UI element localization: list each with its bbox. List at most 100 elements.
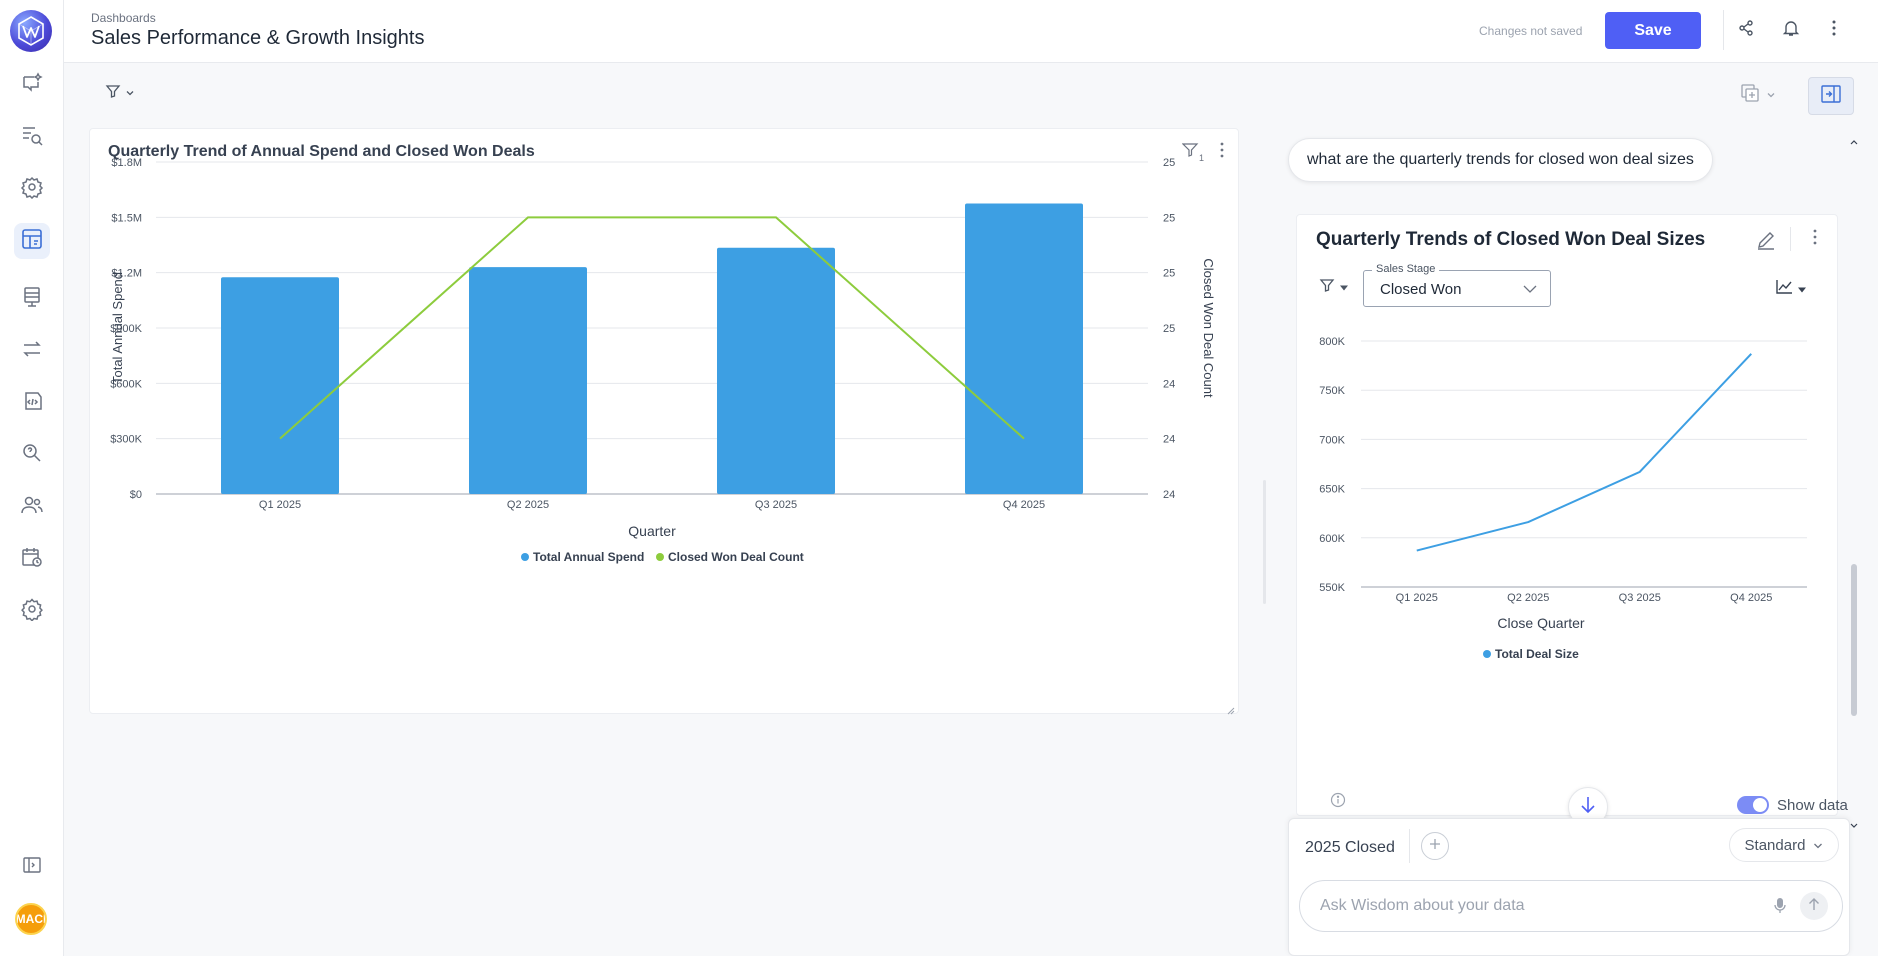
y2-tick-label: 25 <box>1163 268 1175 280</box>
question-search-icon <box>20 441 44 470</box>
context-chip[interactable]: 2025 Closed <box>1305 839 1395 856</box>
breadcrumb[interactable]: Dashboards <box>91 11 156 25</box>
x-tick-label: Q3 2025 <box>1619 592 1661 604</box>
calendar-clock-icon <box>20 545 44 574</box>
nav-data-table[interactable] <box>14 281 50 317</box>
page-title: Sales Performance & Growth Insights <box>91 27 425 49</box>
nav-settings-cog[interactable] <box>14 171 50 207</box>
legend-swatch <box>1483 650 1491 658</box>
y-tick-label: 800K <box>1319 336 1345 348</box>
bell-icon <box>1782 19 1800 42</box>
line-closed-won-deal-count <box>279 216 1025 440</box>
nav-dashboards[interactable] <box>14 223 50 259</box>
chart-filter-indicator[interactable]: 1 <box>1181 142 1205 163</box>
answer-filter-button[interactable] <box>1319 277 1349 298</box>
share-button[interactable] <box>1732 16 1760 44</box>
panel-scrollbar[interactable] <box>1850 138 1858 918</box>
chart-menu-button[interactable] <box>1214 141 1230 163</box>
legend-label: Total Deal Size <box>1495 647 1579 661</box>
users-icon <box>20 493 44 522</box>
data-table-icon <box>20 285 44 314</box>
left-nav-rail: MACI <box>0 0 64 956</box>
y2-tick-label: 24 <box>1163 378 1175 390</box>
notifications-button[interactable] <box>1777 16 1805 44</box>
nav-users[interactable] <box>14 489 50 525</box>
line-chart-icon <box>1775 279 1793 300</box>
dashboard-filter-button[interactable] <box>105 83 135 104</box>
save-button[interactable]: Save <box>1605 12 1701 49</box>
header-divider <box>1723 10 1724 50</box>
legend-label: Total Annual Spend <box>533 550 644 564</box>
sidebar-expand-icon <box>22 855 42 880</box>
ask-composer: 2025 Closed Standard <box>1288 818 1850 956</box>
more-vertical-icon <box>1813 229 1817 251</box>
nav-transfer[interactable] <box>14 333 50 369</box>
panel-resize-divider[interactable] <box>1263 480 1266 604</box>
page-header: Dashboards Sales Performance & Growth In… <box>64 0 1878 63</box>
microphone-icon[interactable] <box>1773 897 1787 920</box>
chart-type-button[interactable] <box>1775 279 1807 300</box>
show-data-toggle[interactable]: Show data <box>1737 796 1848 814</box>
wisdom-side-panel: what are the quarterly trends for closed… <box>1268 120 1878 956</box>
y-tick-label: $900K <box>110 323 142 335</box>
more-options-button[interactable] <box>1820 16 1848 44</box>
scroll-up-icon[interactable] <box>1850 138 1858 146</box>
toggle-switch[interactable] <box>1737 796 1769 814</box>
composer-divider <box>1409 829 1410 863</box>
transfer-icon <box>20 337 44 366</box>
resize-handle[interactable] <box>1227 702 1235 715</box>
plus-icon <box>1428 837 1442 856</box>
mode-select[interactable]: Standard <box>1729 828 1839 862</box>
deal-size-line-chart: 550K 600K 650K 700K 750K 800K Q1 2025 Q2 2025 Q3… <box>1319 336 1807 661</box>
expand-sidebar-button[interactable] <box>14 849 50 885</box>
chat-sparkle-icon <box>20 71 44 100</box>
nav-code[interactable] <box>14 385 50 421</box>
filter-icon <box>1181 142 1200 163</box>
answer-menu-button[interactable] <box>1809 229 1821 251</box>
app-logo[interactable] <box>10 10 52 52</box>
chevron-down-icon <box>1522 282 1538 300</box>
add-context-button[interactable] <box>1421 832 1449 860</box>
save-status: Changes not saved <box>1479 24 1583 38</box>
more-vertical-icon <box>1220 142 1224 163</box>
user-avatar[interactable]: MACI <box>15 903 47 935</box>
chevron-down-icon <box>1813 837 1823 854</box>
nav-chat-sparkle[interactable] <box>14 67 50 103</box>
share-icon <box>1737 19 1755 42</box>
scrollbar-thumb[interactable] <box>1851 564 1857 716</box>
nav-settings[interactable] <box>14 593 50 629</box>
nav-question-search[interactable] <box>14 437 50 473</box>
scroll-down-icon[interactable] <box>1850 822 1858 830</box>
bar-total-annual-spend <box>717 247 835 494</box>
send-button[interactable] <box>1800 892 1828 920</box>
legend-label: Closed Won Deal Count <box>668 550 804 564</box>
y-tick-label: $1.5M <box>111 212 142 224</box>
add-widget-button[interactable] <box>1740 83 1776 108</box>
ask-input[interactable] <box>1299 880 1843 932</box>
filter-count: 1 <box>1199 153 1205 163</box>
legend-swatch <box>656 553 664 561</box>
sales-stage-select[interactable]: Sales Stage Closed Won <box>1363 263 1551 307</box>
y-axis-title: Total Annual Spend <box>110 272 125 384</box>
x-tick-label: Q1 2025 <box>259 499 301 511</box>
gear-icon <box>20 597 44 626</box>
y-tick-label: $1.8M <box>111 157 142 169</box>
user-question-bubble: what are the quarterly trends for closed… <box>1288 138 1713 182</box>
y-tick-label: 750K <box>1319 385 1345 397</box>
sales-stage-label: Sales Stage <box>1372 263 1440 275</box>
toggle-side-panel-button[interactable] <box>1808 77 1854 115</box>
edit-button[interactable] <box>1755 229 1777 251</box>
y2-tick-label: 25 <box>1163 212 1175 224</box>
add-copy-icon <box>1740 83 1760 108</box>
info-icon[interactable] <box>1330 792 1346 813</box>
bar-total-annual-spend <box>469 267 587 494</box>
y-tick-label: $300K <box>110 434 142 446</box>
x-axis-title: Close Quarter <box>1497 615 1584 631</box>
y2-axis-title: Closed Won Deal Count <box>1201 258 1216 398</box>
x-tick-label: Q4 2025 <box>1730 592 1772 604</box>
nav-search-list[interactable] <box>14 119 50 155</box>
nav-calendar[interactable] <box>14 541 50 577</box>
panel-collapse-icon <box>1821 84 1841 108</box>
x-tick-label: Q4 2025 <box>1003 499 1045 511</box>
dashboard-icon <box>20 227 44 256</box>
